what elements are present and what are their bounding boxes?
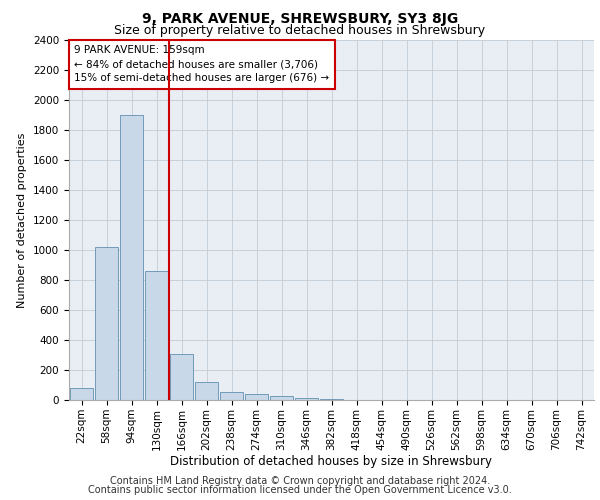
Text: Contains public sector information licensed under the Open Government Licence v3: Contains public sector information licen… xyxy=(88,485,512,495)
Bar xyxy=(320,399,343,400)
Text: 9, PARK AVENUE, SHREWSBURY, SY3 8JG: 9, PARK AVENUE, SHREWSBURY, SY3 8JG xyxy=(142,12,458,26)
Bar xyxy=(245,394,268,400)
X-axis label: Distribution of detached houses by size in Shrewsbury: Distribution of detached houses by size … xyxy=(170,456,493,468)
Bar xyxy=(70,388,93,400)
Text: Contains HM Land Registry data © Crown copyright and database right 2024.: Contains HM Land Registry data © Crown c… xyxy=(110,476,490,486)
Bar xyxy=(295,398,318,400)
Bar xyxy=(145,271,168,400)
Bar xyxy=(120,115,143,400)
Bar xyxy=(220,392,243,400)
Bar xyxy=(195,382,218,400)
Text: 9 PARK AVENUE: 159sqm
← 84% of detached houses are smaller (3,706)
15% of semi-d: 9 PARK AVENUE: 159sqm ← 84% of detached … xyxy=(74,46,329,84)
Y-axis label: Number of detached properties: Number of detached properties xyxy=(17,132,28,308)
Bar xyxy=(170,354,193,400)
Text: Size of property relative to detached houses in Shrewsbury: Size of property relative to detached ho… xyxy=(115,24,485,37)
Bar xyxy=(95,247,118,400)
Bar xyxy=(270,396,293,400)
